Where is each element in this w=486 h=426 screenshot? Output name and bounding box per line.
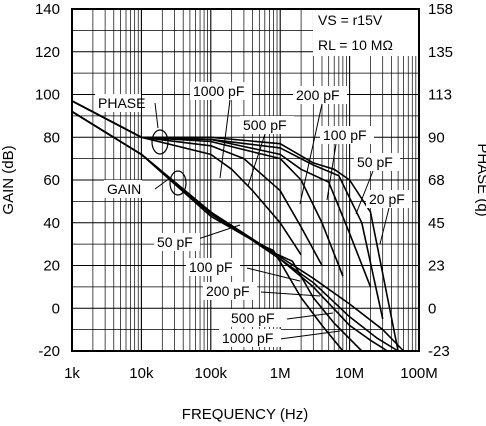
leader-line [154, 102, 159, 129]
leader-line [260, 291, 321, 297]
phase-group-marker [151, 129, 169, 155]
annotation-label: PHASE [98, 95, 145, 111]
y-tick-label: 100 [35, 87, 60, 104]
annotation-label: 1000 pF [222, 330, 273, 346]
annotations: PHASE GAIN 1000 pF 500 pF 200 pF 100 pF 50 pF 2… [95, 82, 412, 347]
leader-line [219, 99, 231, 179]
annotation-label: 20 pF [369, 191, 405, 207]
annotation-bg [354, 153, 400, 171]
y2-tick-label: 90 [428, 129, 445, 146]
annotation-label: 1000 pF [193, 83, 244, 99]
annotation-label: 100 pF [189, 259, 233, 275]
y2-tick-label: -23 [428, 343, 450, 360]
condition-rl: RL = 10 MΩ [318, 37, 393, 53]
y-tick-label: 40 [43, 215, 60, 232]
annotation-bg [203, 282, 257, 300]
leader-line [286, 312, 334, 320]
y-tick-label: 60 [43, 172, 60, 189]
x-tick-label: 10k [129, 365, 154, 382]
x-tick-label: 1M [270, 365, 291, 382]
x-tick-label: 10M [335, 365, 364, 382]
annotation-bg [95, 94, 141, 112]
gain-curve [71, 110, 344, 352]
leader-line [154, 177, 171, 190]
tick-labels: 1k 10k 100k 1M 10M 100M -20 -23 0 0 20 23 40 45 60 68 80… [35, 1, 453, 382]
annotation-bg [366, 190, 412, 208]
annotation-label: 50 pF [357, 154, 393, 170]
series-group [71, 100, 405, 352]
annotation-label: 200 pF [206, 283, 250, 299]
y2-axis-title: PHASE (q) [474, 143, 486, 216]
annotation-label: 500 pF [243, 117, 287, 133]
x-tick-label: 100k [195, 365, 228, 382]
y-tick-label: 120 [35, 44, 60, 61]
grid [71, 9, 419, 351]
annotation-label: 500 pF [231, 310, 275, 326]
leader-lines [154, 99, 390, 340]
leader-line [355, 170, 374, 215]
annotation-bg [320, 126, 374, 144]
annotation-label: GAIN [107, 181, 141, 197]
condition-vs: VS = r15V [318, 12, 383, 28]
annotation-bg [190, 82, 252, 100]
leader-line [247, 133, 266, 187]
y-tick-label: 0 [52, 300, 60, 317]
leader-line [279, 330, 341, 340]
y2-tick-label: 158 [428, 1, 453, 18]
y2-tick-label: 135 [428, 44, 453, 61]
y2-tick-label: 0 [428, 300, 436, 317]
y-axis-title: GAIN (dB) [0, 145, 17, 214]
x-tick-label: 1k [64, 365, 80, 382]
annotation-label: 50 pF [157, 234, 193, 250]
leader-line [246, 267, 301, 282]
x-axis-title: FREQUENCY (Hz) [182, 406, 308, 423]
annotation-label: 100 pF [323, 127, 367, 143]
annotation-bg [186, 258, 240, 276]
conditions-box: VS = r15V RL = 10 MΩ [313, 10, 418, 56]
leader-line [299, 103, 323, 205]
leader-line [194, 224, 241, 241]
phase-curve [71, 100, 399, 352]
y-tick-label: 80 [43, 129, 60, 146]
annotation-label: 200 pF [296, 87, 340, 103]
annotation-bg [228, 309, 282, 327]
y-tick-label: -20 [38, 343, 60, 360]
y2-tick-label: 68 [428, 172, 445, 189]
plot-frame [71, 8, 420, 352]
y-tick-label: 20 [43, 258, 60, 275]
leader-line [326, 143, 337, 201]
x-tick-label: 100M [400, 365, 438, 382]
annotation-bg [219, 329, 281, 347]
gain-group-marker [169, 170, 187, 196]
y2-tick-label: 45 [428, 215, 445, 232]
leader-line [379, 207, 390, 245]
y2-tick-label: 113 [428, 87, 452, 104]
y-tick-label: 140 [35, 1, 60, 18]
annotation-bg [240, 116, 294, 134]
annotation-bg [293, 86, 347, 104]
y2-tick-label: 23 [428, 258, 445, 275]
annotation-bg [154, 233, 200, 251]
annotation-bg [104, 180, 142, 198]
